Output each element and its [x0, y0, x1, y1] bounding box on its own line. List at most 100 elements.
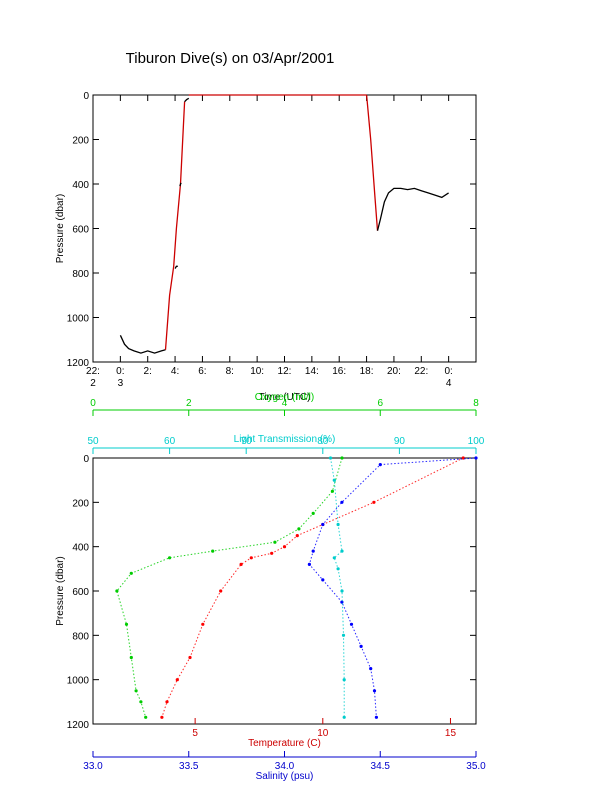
- x-tick-label: 2:: [144, 366, 152, 377]
- depth-trace: [376, 187, 449, 231]
- temperature-tick-label: 10: [317, 728, 329, 739]
- oxygen-point: [311, 511, 315, 515]
- y-tick-label: 600: [72, 225, 89, 236]
- light-point: [332, 556, 336, 560]
- oxygen-axis-label: Oxygen (ml/l): [255, 392, 314, 403]
- light-profile: [330, 457, 345, 718]
- x-tick-label: 10:: [250, 366, 264, 377]
- oxygen-point: [168, 556, 172, 560]
- temperature-point: [165, 700, 169, 704]
- oxygen-tick-label: 0: [90, 398, 96, 409]
- light-point: [340, 589, 344, 593]
- x-tick-label: 0:: [444, 366, 452, 377]
- oxygen-point: [340, 456, 344, 460]
- salinity-tick-label: 34.5: [371, 761, 391, 772]
- x-axis-label: Time (UTC): [259, 392, 311, 403]
- salinity-tick-label: 35.0: [466, 761, 486, 772]
- oxygen-point: [144, 715, 148, 719]
- y-tick-label: 400: [72, 180, 89, 191]
- y-tick-label: 200: [72, 498, 89, 509]
- salinity-tick-label: 33.0: [83, 761, 103, 772]
- x-tick-label: 6:: [198, 366, 206, 377]
- salinity-axis-label: Salinity (psu): [256, 771, 314, 782]
- x-tick-label: 0:: [116, 366, 124, 377]
- depth-trace: [365, 94, 379, 231]
- salinity-tick-label: 33.5: [179, 761, 199, 772]
- oxygen-point: [297, 527, 301, 531]
- oxygen-point: [330, 489, 334, 493]
- light-tick-label: 90: [394, 436, 406, 447]
- salinity-point: [359, 644, 363, 649]
- x-tick-label-day: 2: [90, 378, 96, 389]
- x-tick-label: 12:: [278, 366, 292, 377]
- salinity-point: [340, 500, 344, 504]
- y-tick-label: 0: [83, 91, 89, 102]
- y-axis-label: Pressure (dbar): [55, 556, 66, 625]
- oxygen-tick-label: 2: [186, 398, 192, 409]
- y-tick-label: 1200: [67, 720, 90, 731]
- salinity-point: [378, 463, 382, 467]
- page-title: Tiburon Dive(s) on 03/Apr/2001: [125, 50, 335, 67]
- temperature-point: [219, 589, 223, 593]
- y-tick-label: 1200: [67, 358, 90, 369]
- temperature-point: [461, 456, 465, 460]
- oxygen-point: [134, 689, 138, 693]
- y-tick-label: 1000: [67, 676, 90, 687]
- salinity-point: [311, 549, 315, 553]
- x-tick-label-day: 3: [118, 378, 124, 389]
- temperature-point: [188, 655, 192, 660]
- salinity-point: [474, 456, 478, 460]
- x-tick-label: 16:: [332, 366, 346, 377]
- light-point: [332, 478, 336, 482]
- plot-frame: [92, 457, 477, 725]
- temperature-point: [201, 622, 205, 626]
- depth-trace: [119, 335, 166, 354]
- depth-trace: [164, 101, 186, 350]
- oxygen-profile: [116, 457, 343, 718]
- temperature-point: [160, 715, 164, 719]
- light-tick-label: 60: [164, 436, 176, 447]
- temperature-tick-label: 5: [192, 728, 198, 739]
- oxygen-point: [129, 571, 133, 575]
- light-point: [336, 567, 340, 571]
- temperature-profile: [161, 457, 464, 718]
- y-tick-label: 800: [72, 269, 89, 280]
- y-tick-label: 400: [72, 543, 89, 554]
- light-point: [342, 678, 346, 682]
- salinity-point: [369, 667, 373, 671]
- plot-frame: [92, 94, 477, 363]
- x-tick-label: 22:: [414, 366, 428, 377]
- y-tick-label: 600: [72, 587, 89, 598]
- x-tick-label: 8:: [226, 366, 234, 377]
- depth-trace: [174, 265, 178, 269]
- x-tick-label: 22:: [86, 366, 100, 377]
- temperature-point: [282, 545, 287, 549]
- salinity-point: [340, 600, 344, 604]
- y-tick-label: 1000: [67, 314, 90, 325]
- y-tick-label: 800: [72, 631, 89, 642]
- oxygen-point: [115, 589, 119, 593]
- x-tick-label: 14:: [305, 366, 319, 377]
- oxygen-tick-label: 4: [282, 398, 288, 409]
- light-tick-label: 70: [241, 436, 253, 447]
- temperature-point: [175, 678, 179, 682]
- x-tick-label-day: 4: [446, 378, 452, 389]
- salinity-point: [349, 622, 354, 626]
- salinity-point: [307, 562, 311, 567]
- temperature-tick-label: 15: [445, 728, 457, 739]
- salinity-point: [321, 522, 325, 527]
- temperature-point: [249, 556, 253, 560]
- light-tick-label: 50: [87, 436, 99, 447]
- temperature-axis-label: Temperature (C): [248, 738, 321, 749]
- y-axis-label: Pressure (dbar): [55, 194, 66, 263]
- oxygen-point: [124, 622, 129, 626]
- light-tick-label: 100: [468, 436, 485, 447]
- temperature-point: [295, 534, 299, 538]
- temperature-point: [270, 551, 274, 555]
- oxygen-point: [273, 540, 277, 544]
- salinity-profile: [308, 457, 477, 718]
- x-tick-label: 20:: [387, 366, 401, 377]
- oxygen-point: [139, 700, 143, 704]
- salinity-tick-label: 34.0: [275, 761, 295, 772]
